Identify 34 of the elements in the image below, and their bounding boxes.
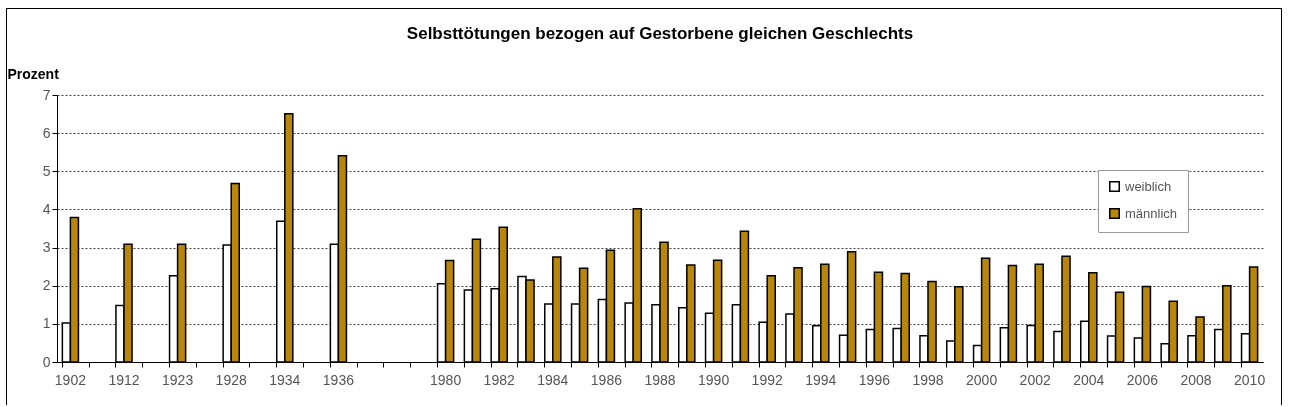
- x-tick-label: 1982: [483, 371, 515, 388]
- x-tick-label: 1936: [322, 371, 355, 388]
- x-tick-label: 2004: [1073, 371, 1105, 388]
- legend-label: männlich: [1125, 205, 1178, 221]
- y-tick-label: 0: [42, 353, 51, 370]
- x-tick-label: 1984: [537, 371, 569, 388]
- x-tick-label: 1990: [698, 371, 730, 388]
- y-tick-label: 1: [42, 315, 51, 332]
- x-tick-label: 2006: [1126, 371, 1159, 388]
- x-tick-label: 2010: [1234, 371, 1266, 388]
- x-tick-label: 1923: [162, 371, 194, 388]
- y-tick-label: 2: [42, 277, 51, 294]
- y-tick-label: 4: [42, 200, 51, 217]
- y-tick-label: 3: [42, 239, 51, 256]
- x-tick-label: 1934: [269, 371, 301, 388]
- x-tick-label: 2000: [966, 371, 998, 388]
- chart-title: Selbsttötungen bezogen auf Gestorbene gleichen Geschlechts: [406, 24, 914, 43]
- y-tick-label: 6: [42, 124, 51, 141]
- legend-label: weiblich: [1124, 178, 1172, 194]
- x-tick-label: 1988: [644, 371, 676, 388]
- y-tick-label: 5: [42, 162, 51, 179]
- x-tick-label: 1928: [215, 371, 247, 388]
- x-tick-label: 2002: [1019, 371, 1051, 388]
- x-tick-label: 1998: [912, 371, 944, 388]
- x-tick-label: 1912: [108, 371, 140, 388]
- x-tick-label: 1986: [590, 371, 623, 388]
- x-tick-label: 1992: [751, 371, 783, 388]
- x-tick-label: 1980: [430, 371, 462, 388]
- x-tick-label: 2008: [1180, 371, 1212, 388]
- x-tick-label: 1902: [54, 371, 87, 388]
- y-axis-title: Prozent: [7, 65, 60, 82]
- y-tick-label: 7: [42, 86, 51, 103]
- x-tick-label: 1994: [805, 371, 837, 388]
- x-tick-label: 1996: [858, 371, 891, 388]
